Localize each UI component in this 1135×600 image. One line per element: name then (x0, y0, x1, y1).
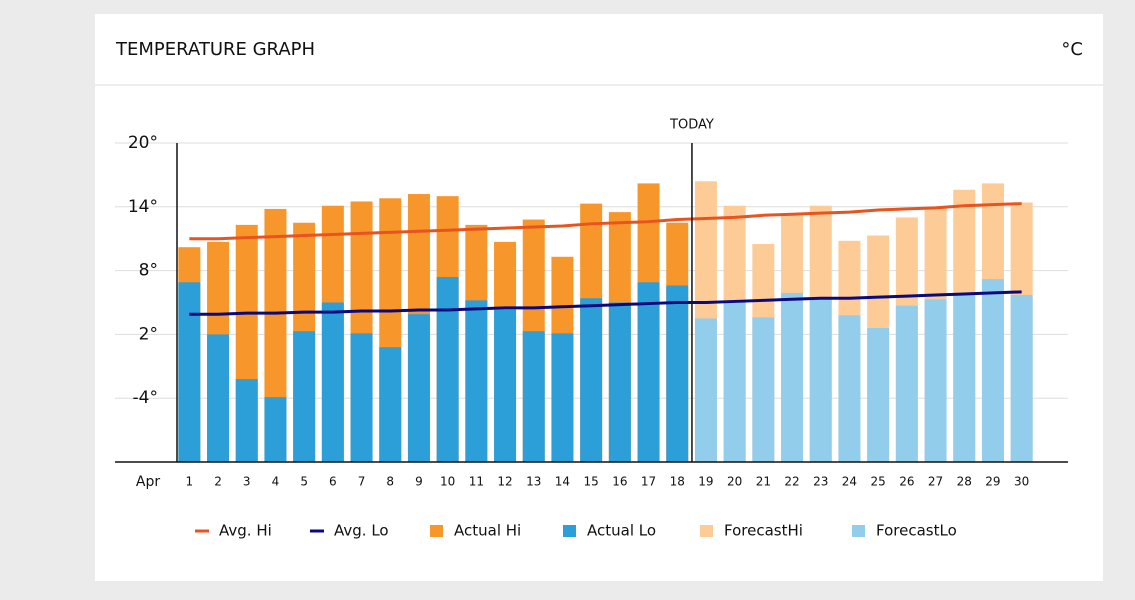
bar (666, 285, 689, 462)
x-tick-label: 29 (985, 475, 1000, 489)
unit-label: °C (1061, 39, 1083, 60)
bar (608, 302, 631, 462)
y-tick-label: -4° (133, 388, 158, 408)
y-tick-label: 14° (128, 197, 158, 217)
x-tick-label: 2 (214, 475, 222, 489)
bar (924, 299, 947, 462)
bar (895, 305, 918, 462)
x-tick-label: 4 (272, 475, 280, 489)
x-tick-label: 11 (469, 475, 484, 489)
y-tick-label: 20° (128, 133, 158, 153)
bar (580, 298, 603, 462)
x-tick-label: 15 (584, 475, 599, 489)
x-tick-label: 19 (698, 475, 713, 489)
bar (637, 282, 660, 462)
x-tick-label: 25 (871, 475, 886, 489)
x-tick-label: 14 (555, 475, 570, 489)
bar (494, 309, 517, 462)
x-tick-label: 17 (641, 475, 656, 489)
bar (436, 276, 459, 462)
x-tick-label: 13 (526, 475, 541, 489)
bar (178, 282, 201, 462)
x-tick-label: 9 (415, 475, 423, 489)
x-tick-label: 23 (813, 475, 828, 489)
x-tick-label: 24 (842, 475, 857, 489)
x-tick-label: 5 (300, 475, 308, 489)
x-tick-label: 20 (727, 475, 742, 489)
bar (551, 333, 574, 462)
x-tick-label: 8 (386, 475, 394, 489)
bar (264, 397, 287, 462)
chart-title: TEMPERATURE GRAPH (115, 39, 315, 60)
x-tick-label: 30 (1014, 475, 1029, 489)
x-prefix: Apr (136, 474, 160, 490)
bar (752, 317, 775, 462)
x-tick-label: 26 (899, 475, 914, 489)
legend-swatch (700, 525, 713, 537)
x-tick-label: 16 (612, 475, 627, 489)
bar (522, 331, 545, 462)
legend-label: Actual Lo (587, 522, 656, 540)
legend-swatch (430, 525, 443, 537)
x-tick-label: 12 (497, 475, 512, 489)
bar (235, 379, 258, 462)
x-tick-label: 28 (957, 475, 972, 489)
legend-label: Actual Hi (454, 522, 521, 540)
x-tick-label: 21 (756, 475, 771, 489)
avg-line (189, 202, 1022, 241)
x-tick-label: 22 (784, 475, 799, 489)
legend-label: Avg. Lo (334, 522, 389, 540)
bar (953, 295, 976, 462)
bar (1010, 295, 1033, 462)
bar (293, 331, 316, 462)
legend-label: ForecastHi (724, 522, 803, 540)
x-tick-label: 18 (670, 475, 685, 489)
x-tick-label: 10 (440, 475, 455, 489)
bar (350, 333, 373, 462)
legend-swatch (563, 525, 576, 537)
today-label: TODAY (669, 118, 714, 133)
legend-label: Avg. Hi (219, 522, 272, 540)
bar (694, 318, 717, 462)
y-tick-label: 2° (139, 324, 158, 344)
bar (981, 279, 1004, 462)
bar (407, 314, 430, 462)
bar (781, 292, 804, 462)
x-tick-label: 27 (928, 475, 943, 489)
y-tick-label: 8° (139, 261, 158, 281)
x-tick-label: 6 (329, 475, 337, 489)
x-tick-label: 7 (358, 475, 366, 489)
bar (867, 328, 890, 462)
bar (207, 334, 230, 462)
x-tick-label: 1 (186, 475, 194, 489)
bar (465, 300, 488, 462)
legend-swatch (852, 525, 865, 537)
bar (838, 315, 861, 462)
x-tick-label: 3 (243, 475, 251, 489)
bar (809, 298, 832, 462)
avg-line (189, 290, 1022, 316)
bar (321, 302, 344, 462)
bar (723, 302, 746, 462)
bar (379, 347, 402, 462)
legend-label: ForecastLo (876, 522, 957, 540)
